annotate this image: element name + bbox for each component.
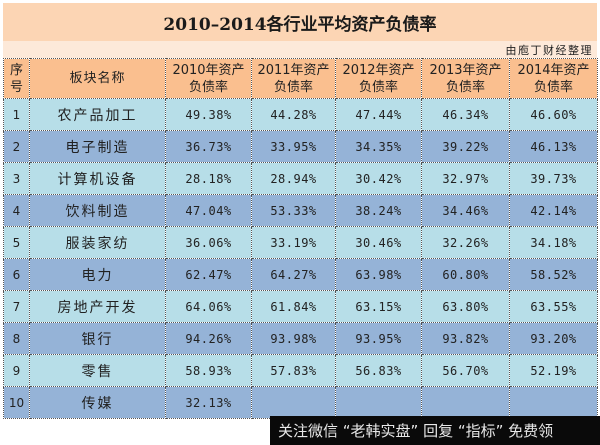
ratio-2010-cell: 36.73% xyxy=(165,130,252,163)
table-title: 2010–2014各行业平均资产负债率 xyxy=(3,3,597,41)
ratio-2010-cell: 47.04% xyxy=(165,194,252,227)
ratio-2011-cell: 93.98% xyxy=(251,322,336,355)
table-row: 1 农产品加工 49.38% 44.28% 47.44% 46.34% 46.6… xyxy=(3,98,598,131)
ratio-2013-cell: 34.46% xyxy=(421,194,510,227)
ratio-2011-cell: 57.83% xyxy=(251,354,336,387)
ratio-2014-cell: 52.19% xyxy=(509,354,598,387)
ratio-2013-cell: 32.97% xyxy=(421,162,510,195)
ratio-2010-cell: 36.06% xyxy=(165,226,252,259)
ratio-2013-cell: 63.80% xyxy=(421,290,510,323)
ratio-2011-cell: 28.94% xyxy=(251,162,336,195)
ratio-2014-cell: 63.55% xyxy=(509,290,598,323)
ratio-2013-cell: 39.22% xyxy=(421,130,510,163)
sector-name-cell: 电子制造 xyxy=(29,130,166,163)
ratio-2010-cell: 58.93% xyxy=(165,354,252,387)
ratio-2013-cell: 46.34% xyxy=(421,98,510,131)
ratio-2012-cell xyxy=(335,386,422,419)
ratio-2014-cell: 46.13% xyxy=(509,130,598,163)
table-row: 3 计算机设备 28.18% 28.94% 30.42% 32.97% 39.7… xyxy=(3,162,598,195)
table-row: 7 房地产开发 64.06% 61.84% 63.15% 63.80% 63.5… xyxy=(3,290,598,323)
ratio-2013-cell xyxy=(421,386,510,419)
ratio-2013-cell: 93.82% xyxy=(421,322,510,355)
ratio-2011-cell: 61.84% xyxy=(251,290,336,323)
ratio-2013-cell: 32.26% xyxy=(421,226,510,259)
header-sector-name: 板块名称 xyxy=(29,58,166,99)
seq-cell: 10 xyxy=(3,386,30,419)
ratio-2014-cell: 46.60% xyxy=(509,98,598,131)
ratio-2014-cell: 34.18% xyxy=(509,226,598,259)
seq-cell: 2 xyxy=(3,130,30,163)
ratio-2011-cell: 44.28% xyxy=(251,98,336,131)
ratio-2011-cell: 64.27% xyxy=(251,258,336,291)
ratio-2012-cell: 56.83% xyxy=(335,354,422,387)
ratio-2014-cell: 42.14% xyxy=(509,194,598,227)
ratio-2010-cell: 62.47% xyxy=(165,258,252,291)
ratio-2012-cell: 30.42% xyxy=(335,162,422,195)
ratio-2010-cell: 49.38% xyxy=(165,98,252,131)
seq-cell: 6 xyxy=(3,258,30,291)
header-2011: 2011年资产 负债率 xyxy=(251,58,336,99)
ratio-2012-cell: 63.98% xyxy=(335,258,422,291)
header-seq: 序号 xyxy=(3,58,30,99)
sector-name-cell: 银行 xyxy=(29,322,166,355)
table-row: 8 银行 94.26% 93.98% 93.95% 93.82% 93.20% xyxy=(3,322,598,355)
ratio-2013-cell: 60.80% xyxy=(421,258,510,291)
header-2014: 2014年资产 负债率 xyxy=(509,58,598,99)
sector-name-cell: 电力 xyxy=(29,258,166,291)
header-2010: 2010年资产 负债率 xyxy=(165,58,252,99)
ratio-2011-cell xyxy=(251,386,336,419)
seq-cell: 8 xyxy=(3,322,30,355)
watermark-banner: 关注微信 “老韩实盘” 回复 “指标” 免费领 xyxy=(270,416,600,445)
seq-cell: 1 xyxy=(3,98,30,131)
ratio-2010-cell: 64.06% xyxy=(165,290,252,323)
sector-name-cell: 计算机设备 xyxy=(29,162,166,195)
table-row: 4 饮料制造 47.04% 53.33% 38.24% 34.46% 42.14… xyxy=(3,194,598,227)
header-2013: 2013年资产 负债率 xyxy=(421,58,510,99)
ratio-2014-cell: 93.20% xyxy=(509,322,598,355)
header-2012: 2012年资产 负债率 xyxy=(335,58,422,99)
seq-cell: 3 xyxy=(3,162,30,195)
sector-name-cell: 饮料制造 xyxy=(29,194,166,227)
sector-name-cell: 房地产开发 xyxy=(29,290,166,323)
ratio-2012-cell: 38.24% xyxy=(335,194,422,227)
seq-cell: 5 xyxy=(3,226,30,259)
sector-name-cell: 服装家纺 xyxy=(29,226,166,259)
table-row: 9 零售 58.93% 57.83% 56.83% 56.70% 52.19% xyxy=(3,354,598,387)
table-row: 6 电力 62.47% 64.27% 63.98% 60.80% 58.52% xyxy=(3,258,598,291)
ratio-2012-cell: 47.44% xyxy=(335,98,422,131)
ratio-2010-cell: 28.18% xyxy=(165,162,252,195)
ratio-2014-cell: 39.73% xyxy=(509,162,598,195)
seq-cell: 9 xyxy=(3,354,30,387)
ratio-2011-cell: 53.33% xyxy=(251,194,336,227)
seq-cell: 4 xyxy=(3,194,30,227)
ratio-2014-cell xyxy=(509,386,598,419)
ratio-2011-cell: 33.19% xyxy=(251,226,336,259)
header-row: 序号 板块名称 2010年资产 负债率 2011年资产 负债率 2012年资产 负债率… xyxy=(3,58,598,99)
ratio-2010-cell: 94.26% xyxy=(165,322,252,355)
ratio-2013-cell: 56.70% xyxy=(421,354,510,387)
ratio-2012-cell: 93.95% xyxy=(335,322,422,355)
ratio-2014-cell: 58.52% xyxy=(509,258,598,291)
sector-name-cell: 传媒 xyxy=(29,386,166,419)
ratio-2012-cell: 63.15% xyxy=(335,290,422,323)
ratio-2010-cell: 32.13% xyxy=(165,386,252,419)
table-row: 10 传媒 32.13% xyxy=(3,386,598,419)
seq-cell: 7 xyxy=(3,290,30,323)
ratio-2012-cell: 34.35% xyxy=(335,130,422,163)
sector-name-cell: 零售 xyxy=(29,354,166,387)
sector-name-cell: 农产品加工 xyxy=(29,98,166,131)
table-row: 5 服装家纺 36.06% 33.19% 30.46% 32.26% 34.18… xyxy=(3,226,598,259)
ratio-2011-cell: 33.95% xyxy=(251,130,336,163)
source-note: 由庖丁财经整理 xyxy=(3,41,597,58)
debt-ratio-table: 序号 板块名称 2010年资产 负债率 2011年资产 负债率 2012年资产 负债率… xyxy=(3,58,598,419)
ratio-2012-cell: 30.46% xyxy=(335,226,422,259)
table-row: 2 电子制造 36.73% 33.95% 34.35% 39.22% 46.13… xyxy=(3,130,598,163)
